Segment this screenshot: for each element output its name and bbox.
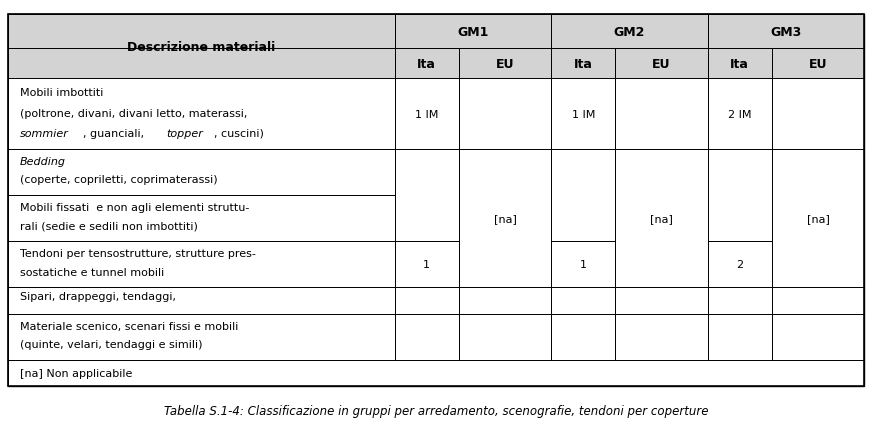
Bar bbox=[551, 79, 616, 149]
Text: 2 IM: 2 IM bbox=[728, 110, 752, 119]
Bar bbox=[551, 314, 616, 360]
Text: 1: 1 bbox=[423, 260, 430, 270]
Bar bbox=[395, 15, 551, 49]
Bar bbox=[707, 149, 772, 242]
Text: , guanciali,: , guanciali, bbox=[83, 128, 147, 138]
Text: 1: 1 bbox=[580, 260, 587, 270]
Text: [na]: [na] bbox=[807, 214, 829, 223]
Bar bbox=[551, 49, 616, 79]
Text: Ita: Ita bbox=[731, 58, 749, 71]
Text: [na]: [na] bbox=[650, 214, 673, 223]
Text: Tendoni per tensostrutture, strutture pres-: Tendoni per tensostrutture, strutture pr… bbox=[20, 249, 255, 258]
Text: Ita: Ita bbox=[574, 58, 593, 71]
Text: (coperte, copriletti, coprimaterassi): (coperte, copriletti, coprimaterassi) bbox=[20, 175, 218, 185]
Text: Tabella S.1-4: Classificazione in gruppi per arredamento, scenografie, tendoni p: Tabella S.1-4: Classificazione in gruppi… bbox=[164, 404, 708, 417]
Text: topper: topper bbox=[167, 128, 203, 138]
Bar bbox=[707, 288, 772, 314]
Text: (quinte, velari, tendaggi e simili): (quinte, velari, tendaggi e simili) bbox=[20, 339, 202, 349]
Text: GM2: GM2 bbox=[614, 25, 645, 39]
Bar bbox=[772, 314, 864, 360]
Bar bbox=[707, 314, 772, 360]
Bar bbox=[8, 15, 395, 49]
Bar bbox=[8, 195, 395, 242]
Text: Descrizione materiali: Descrizione materiali bbox=[127, 41, 276, 53]
Bar bbox=[395, 149, 459, 242]
Text: Sipari, drappeggi, tendaggi,: Sipari, drappeggi, tendaggi, bbox=[20, 292, 176, 302]
Bar bbox=[8, 242, 395, 288]
Bar bbox=[8, 149, 395, 195]
Text: Bedding: Bedding bbox=[20, 156, 66, 166]
Bar bbox=[707, 242, 772, 288]
Bar bbox=[616, 288, 707, 314]
Text: 2: 2 bbox=[736, 260, 743, 270]
Bar bbox=[8, 49, 395, 79]
Text: 1 IM: 1 IM bbox=[571, 110, 595, 119]
Bar bbox=[459, 314, 551, 360]
Text: [na]: [na] bbox=[494, 214, 516, 223]
Text: Mobili fissati  e non agli elementi struttu-: Mobili fissati e non agli elementi strut… bbox=[20, 202, 249, 212]
Bar bbox=[8, 360, 864, 386]
Bar bbox=[395, 49, 459, 79]
Bar bbox=[707, 49, 772, 79]
Text: sostatiche e tunnel mobili: sostatiche e tunnel mobili bbox=[20, 267, 164, 277]
Bar bbox=[8, 288, 395, 314]
Bar bbox=[8, 15, 864, 386]
Bar bbox=[8, 15, 864, 386]
Bar bbox=[459, 288, 551, 314]
Text: GM3: GM3 bbox=[770, 25, 801, 39]
Bar bbox=[772, 288, 864, 314]
Text: EU: EU bbox=[808, 58, 828, 71]
Text: GM1: GM1 bbox=[457, 25, 488, 39]
Text: Mobili imbottiti: Mobili imbottiti bbox=[20, 88, 104, 98]
Bar bbox=[551, 149, 616, 242]
Bar bbox=[772, 49, 864, 79]
Bar bbox=[8, 314, 395, 360]
Bar bbox=[772, 79, 864, 149]
Bar bbox=[395, 288, 459, 314]
Bar bbox=[707, 79, 772, 149]
Bar bbox=[551, 288, 616, 314]
Bar bbox=[459, 49, 551, 79]
Bar bbox=[395, 79, 459, 149]
Bar bbox=[395, 242, 459, 288]
Bar bbox=[551, 15, 707, 49]
Bar bbox=[551, 242, 616, 288]
Text: Materiale scenico, scenari fissi e mobili: Materiale scenico, scenari fissi e mobil… bbox=[20, 321, 238, 331]
Bar bbox=[459, 79, 551, 149]
Bar bbox=[707, 15, 864, 49]
Bar bbox=[616, 79, 707, 149]
Text: , cuscini): , cuscini) bbox=[214, 128, 264, 138]
Text: rali (sedie e sedili non imbottiti): rali (sedie e sedili non imbottiti) bbox=[20, 221, 198, 231]
Bar bbox=[395, 314, 459, 360]
Bar bbox=[772, 149, 864, 288]
Text: Ita: Ita bbox=[418, 58, 436, 71]
Bar bbox=[616, 149, 707, 288]
Text: sommier: sommier bbox=[20, 128, 69, 138]
Text: (poltrone, divani, divani letto, materassi,: (poltrone, divani, divani letto, materas… bbox=[20, 108, 248, 118]
Text: EU: EU bbox=[496, 58, 514, 71]
Text: 1 IM: 1 IM bbox=[415, 110, 439, 119]
Bar bbox=[459, 149, 551, 288]
Bar bbox=[616, 49, 707, 79]
Bar bbox=[8, 79, 395, 149]
Text: EU: EU bbox=[652, 58, 671, 71]
Bar bbox=[616, 314, 707, 360]
Text: [na] Non applicabile: [na] Non applicabile bbox=[20, 368, 133, 378]
